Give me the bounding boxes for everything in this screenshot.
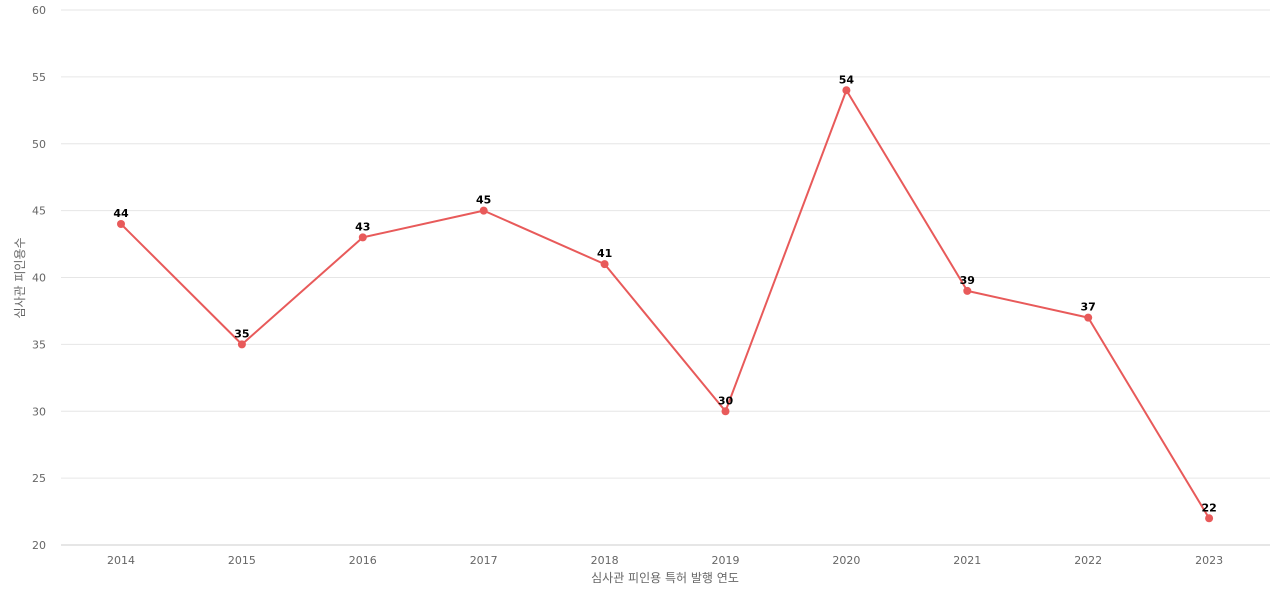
y-tick-label: 50 — [32, 138, 46, 151]
x-axis-title: 심사관 피인용 특허 발행 연도 — [591, 570, 739, 585]
x-tick-label: 2022 — [1074, 554, 1102, 567]
data-point[interactable] — [237, 340, 246, 349]
data-label: 41 — [597, 247, 612, 260]
x-tick-label: 2023 — [1195, 554, 1223, 567]
x-tick-label: 2015 — [228, 554, 256, 567]
grid-lines — [61, 9, 1270, 546]
y-tick-label: 40 — [32, 272, 46, 285]
x-tick-label: 2019 — [712, 554, 740, 567]
x-tick-label: 2018 — [591, 554, 619, 567]
y-tick-label: 25 — [32, 472, 46, 485]
x-tick-label: 2014 — [107, 554, 135, 567]
y-axis-ticks: 20 25 30 35 40 45 50 55 60 — [32, 4, 46, 552]
x-tick-label: 2021 — [953, 554, 981, 567]
data-point[interactable] — [600, 260, 609, 269]
y-tick-label: 60 — [32, 4, 46, 17]
data-label: 30 — [718, 394, 734, 407]
x-tick-label: 2016 — [349, 554, 377, 567]
series-line — [120, 89, 1210, 519]
data-point[interactable] — [1084, 313, 1093, 322]
data-label: 37 — [1081, 301, 1096, 314]
data-label: 43 — [355, 220, 370, 233]
series-group — [117, 86, 1214, 523]
y-tick-label: 30 — [32, 405, 46, 418]
data-label: 44 — [113, 207, 129, 220]
x-axis-ticks: 2014 2015 2016 2017 2018 2019 2020 2021 2022 2023 — [107, 554, 1223, 567]
data-point[interactable] — [358, 233, 367, 242]
y-tick-label: 35 — [32, 338, 46, 351]
y-tick-label: 45 — [32, 205, 46, 218]
data-point[interactable] — [1205, 514, 1214, 523]
y-tick-label: 20 — [32, 539, 46, 552]
data-label: 45 — [476, 194, 491, 207]
x-tick-label: 2020 — [832, 554, 860, 567]
data-point[interactable] — [479, 206, 488, 215]
data-label: 54 — [839, 73, 855, 86]
data-point[interactable] — [117, 220, 125, 228]
data-point[interactable] — [842, 86, 851, 95]
data-label: 22 — [1201, 501, 1216, 514]
data-point[interactable] — [721, 407, 730, 416]
data-point[interactable] — [963, 286, 972, 295]
y-axis-title: 심사관 피인용수 — [13, 237, 27, 318]
data-label: 35 — [234, 327, 249, 340]
data-labels: 44 35 43 45 41 30 54 39 37 22 — [113, 73, 1216, 514]
y-tick-label: 55 — [32, 71, 46, 84]
data-label: 39 — [960, 274, 975, 287]
x-tick-label: 2017 — [470, 554, 498, 567]
